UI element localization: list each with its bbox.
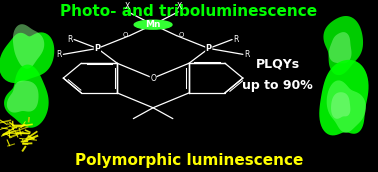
Polygon shape	[0, 32, 54, 83]
Text: Polymorphic luminescence: Polymorphic luminescence	[75, 153, 303, 168]
Text: X: X	[177, 2, 181, 11]
Polygon shape	[329, 32, 352, 63]
Text: Mn: Mn	[145, 20, 161, 29]
Text: P: P	[206, 44, 212, 53]
Polygon shape	[331, 92, 350, 119]
Text: R: R	[245, 50, 250, 59]
Polygon shape	[13, 24, 44, 69]
Text: O: O	[178, 32, 184, 38]
Polygon shape	[4, 65, 49, 128]
Text: R: R	[234, 35, 239, 44]
Text: O: O	[122, 32, 128, 38]
Text: O: O	[150, 74, 156, 83]
Text: X: X	[125, 2, 130, 11]
Polygon shape	[319, 60, 369, 135]
Ellipse shape	[134, 20, 172, 29]
Text: Photo- and triboluminescence: Photo- and triboluminescence	[60, 4, 318, 19]
Text: up to 90%: up to 90%	[242, 79, 313, 93]
Text: R: R	[67, 35, 73, 44]
Polygon shape	[7, 81, 39, 113]
Text: PLQYs: PLQYs	[256, 57, 300, 70]
Polygon shape	[324, 16, 363, 75]
Text: R: R	[56, 50, 62, 59]
Text: P: P	[94, 44, 101, 53]
Polygon shape	[327, 80, 366, 133]
